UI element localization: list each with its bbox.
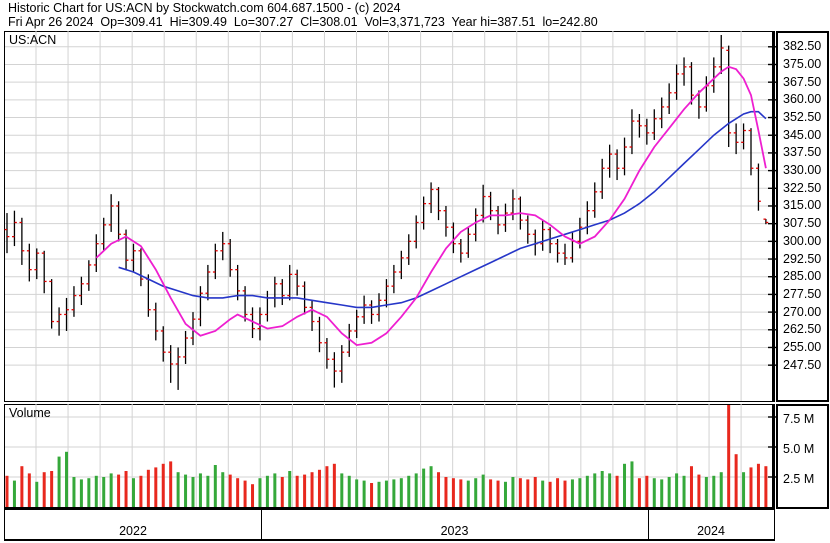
year-divider: [648, 524, 649, 539]
month-band-cell-2022: [5, 510, 261, 524]
year-label-2024: 2024: [697, 524, 725, 538]
year-label-2022: 2022: [119, 524, 147, 538]
price-tick-label: 285.00: [783, 269, 822, 284]
month-band-cell-2024: [648, 510, 774, 524]
price-tick-label: 277.50: [783, 286, 822, 301]
month-band-cell-2023: [261, 510, 648, 524]
volume-panel: [4, 404, 775, 509]
volume-tick-label: 7.5 M: [783, 411, 815, 426]
price-tick-label: 307.50: [783, 216, 822, 231]
price-tick-label: 330.00: [783, 163, 822, 178]
year-label-2023: 2023: [440, 524, 469, 538]
price-tick-label: 337.50: [783, 145, 822, 160]
volume-tick-label: 5.0 M: [783, 441, 815, 456]
price-tick-label: 270.00: [783, 304, 822, 319]
price-tick-label: 292.50: [783, 251, 822, 266]
price-panel: [4, 31, 775, 402]
price-tick-label: 322.50: [783, 180, 822, 195]
month-band: [4, 509, 775, 525]
ohlc-summary-line: Fri Apr 26 2024 Op=309.41 Hi=309.49 Lo=3…: [8, 15, 598, 29]
price-tick-label: 262.50: [783, 322, 822, 337]
price-tick-label: 382.50: [783, 39, 822, 54]
chart-title: Historic Chart for US:ACN by Stockwatch.…: [8, 1, 401, 15]
price-tick-label: 315.00: [783, 198, 822, 213]
year-divider: [261, 510, 262, 524]
volume-tick-label: 2.5 M: [783, 471, 815, 486]
price-tick-label: 352.50: [783, 110, 822, 125]
price-tick-label: 247.50: [783, 357, 822, 372]
year-band: 2022 2023 2024: [4, 524, 775, 541]
volume-pane-label: Volume: [9, 406, 51, 420]
price-tick-label: 255.00: [783, 339, 822, 354]
price-axis: 382.50 375.00 367.50 360.00 352.50 345.00 337.…: [776, 31, 829, 402]
year-divider: [648, 510, 649, 524]
symbol-label: US:ACN: [9, 33, 57, 47]
volume-axis: 7.5 M 5.0 M 2.5 M: [776, 404, 829, 509]
price-tick-label: 375.00: [783, 56, 822, 71]
price-tick-label: 360.00: [783, 92, 822, 107]
price-tick-label: 345.00: [783, 127, 822, 142]
price-tick-label: 367.50: [783, 74, 822, 89]
price-tick-label: 300.00: [783, 233, 822, 248]
year-divider: [261, 524, 262, 539]
